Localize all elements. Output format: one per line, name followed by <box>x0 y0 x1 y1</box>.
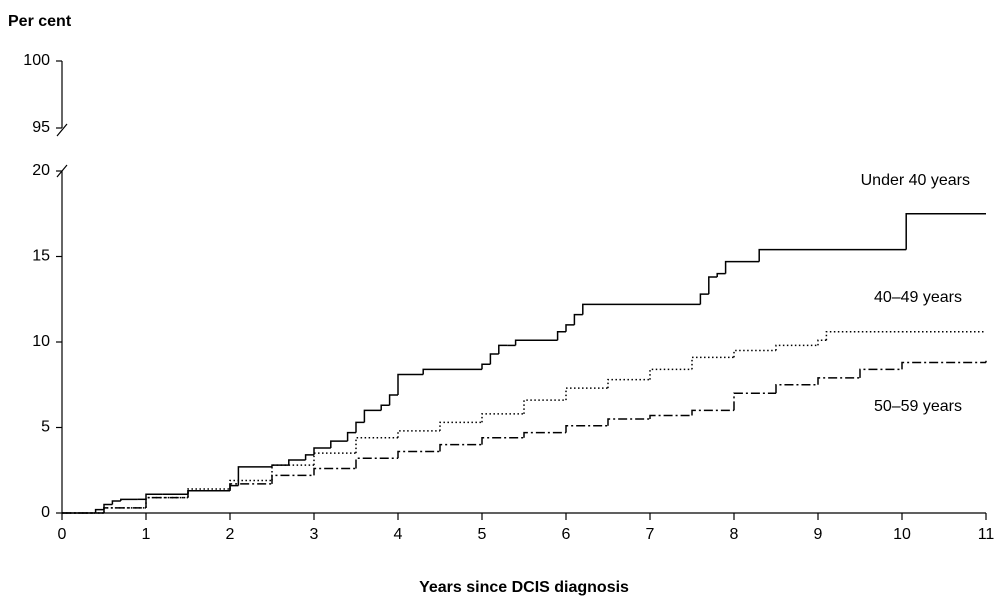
step-segment <box>355 421 365 433</box>
step-segment <box>565 324 575 332</box>
step-segment <box>397 373 424 396</box>
step-segment <box>817 377 860 385</box>
step-segment <box>481 363 491 370</box>
step-segment <box>187 490 230 498</box>
step-segment <box>187 488 230 498</box>
step-segment <box>330 440 348 449</box>
step-segment <box>103 507 146 513</box>
step-segment <box>733 392 776 411</box>
step-segment <box>229 479 272 490</box>
step-segment <box>817 339 827 346</box>
step-segment <box>708 276 718 295</box>
series-label: 40–49 years <box>874 289 962 306</box>
x-tick-label: 11 <box>978 526 995 543</box>
step-segment <box>145 496 188 508</box>
step-segment <box>523 431 566 438</box>
step-segment <box>103 507 146 513</box>
step-segment <box>565 425 608 433</box>
y-tick-label: 0 <box>41 504 50 521</box>
x-tick-label: 3 <box>310 526 319 543</box>
step-segment <box>355 457 398 469</box>
step-segment <box>859 368 902 378</box>
step-segment <box>229 483 272 491</box>
step-segment <box>699 293 709 305</box>
step-segment <box>691 409 734 416</box>
y-tick-label: 20 <box>32 162 50 179</box>
step-segment <box>388 394 398 406</box>
step-segment <box>514 339 558 346</box>
step-segment <box>422 368 482 375</box>
step-segment <box>145 493 163 500</box>
series-label: Under 40 years <box>861 172 970 189</box>
x-tick-label: 4 <box>394 526 403 543</box>
step-segment <box>607 378 650 389</box>
step-segment <box>111 500 121 505</box>
step-segment <box>649 368 692 380</box>
step-segment <box>271 464 289 467</box>
step-segment <box>716 272 726 278</box>
step-segment <box>346 431 356 442</box>
step-segment <box>288 459 306 466</box>
x-tick-label: 9 <box>814 526 823 543</box>
step-segment <box>94 508 104 513</box>
y-axis-label: Per cent <box>8 13 72 30</box>
y-tick-label: 100 <box>23 52 50 69</box>
step-segment <box>733 349 776 358</box>
y-tick-label: 95 <box>32 119 50 136</box>
step-segment <box>489 353 499 365</box>
step-segment <box>825 330 902 341</box>
step-segment <box>565 387 608 401</box>
step-segment <box>313 467 356 476</box>
step-segment <box>237 466 272 486</box>
step-segment <box>363 409 382 423</box>
y-tick-label: 10 <box>32 333 50 350</box>
step-segment <box>691 356 734 370</box>
step-segment <box>380 404 390 411</box>
step-segment <box>573 313 583 325</box>
y-tick-label: 5 <box>41 419 50 436</box>
step-segment <box>523 399 566 414</box>
step-segment <box>355 437 398 454</box>
step-segment <box>607 418 650 426</box>
x-tick-label: 8 <box>730 526 739 543</box>
x-tick-label: 10 <box>893 526 911 543</box>
step-segment <box>582 303 701 315</box>
x-tick-label: 6 <box>562 526 571 543</box>
step-segment <box>905 213 986 250</box>
step-segment <box>313 447 331 455</box>
x-axis-label: Years since DCIS diagnosis <box>419 579 629 596</box>
step-segment <box>439 421 482 431</box>
step-segment <box>103 503 113 510</box>
step-segment <box>145 496 188 508</box>
series-label: 50–59 years <box>874 398 962 415</box>
x-tick-label: 5 <box>478 526 487 543</box>
step-segment <box>649 414 692 419</box>
step-segment <box>758 248 907 262</box>
step-segment <box>271 474 314 484</box>
axis-break <box>56 123 68 137</box>
step-segment <box>775 384 818 394</box>
x-tick-label: 0 <box>58 526 67 543</box>
step-segment <box>775 344 818 351</box>
step-segment <box>271 464 314 481</box>
y-tick-label: 15 <box>32 248 50 265</box>
step-segment <box>498 344 508 354</box>
step-segment <box>556 330 566 341</box>
step-segment <box>229 484 239 491</box>
x-tick-label: 1 <box>142 526 151 543</box>
x-tick-label: 7 <box>646 526 655 543</box>
step-segment <box>397 430 440 438</box>
step-segment <box>397 450 440 459</box>
step-segment <box>481 413 524 423</box>
step-segment <box>439 443 482 452</box>
x-tick-label: 2 <box>226 526 235 543</box>
step-segment <box>313 452 356 466</box>
step-segment <box>481 437 524 445</box>
step-segment <box>901 361 986 370</box>
step-segment <box>120 498 138 502</box>
step-segment <box>304 454 314 460</box>
step-segment <box>724 260 760 274</box>
